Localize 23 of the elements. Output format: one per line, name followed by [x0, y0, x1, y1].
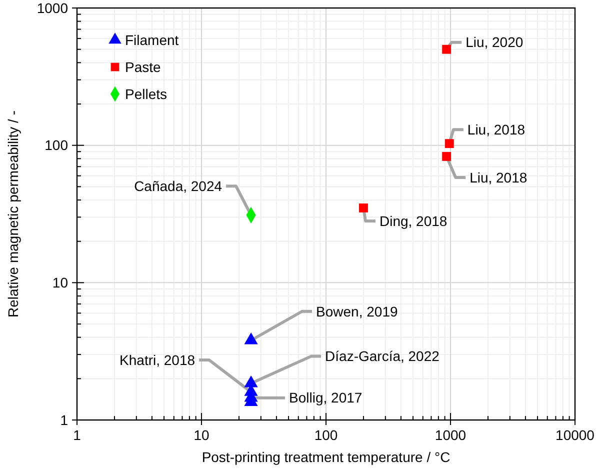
x-tick-label: 10000 — [556, 427, 595, 443]
annotation: Cañada, 2024 — [134, 178, 222, 194]
annotation: Ding, 2018 — [379, 212, 448, 229]
annotation: Liu, 2018 — [470, 169, 528, 186]
annotation: Liu, 2020 — [466, 34, 524, 50]
annotation: Bowen, 2019 — [316, 303, 398, 320]
x-axis-title: Post-printing treatment temperature / °C — [202, 449, 450, 465]
y-tick-label: 10 — [52, 274, 68, 291]
x-tick-label: 10 — [194, 427, 210, 443]
y-axis-title: Relative magnetic permeability / - — [5, 110, 21, 318]
x-tick-label: 1000 — [434, 427, 466, 443]
y-tick-label: 1000 — [36, 0, 68, 16]
legend-label: Filament — [125, 32, 179, 48]
x-tick-label: 1 — [73, 427, 82, 443]
legend-label: Paste — [125, 58, 162, 75]
y-tick-label: 1 — [60, 412, 68, 428]
annotation: Khatri, 2018 — [120, 352, 196, 368]
annotation: Liu, 2018 — [467, 121, 526, 138]
x-tick-label: 100 — [314, 427, 338, 443]
annotation: Díaz-García, 2022 — [325, 348, 440, 364]
legend-label: Pellets — [125, 86, 168, 102]
annotation: Bollig, 2017 — [289, 390, 362, 406]
y-tick-label: 100 — [44, 137, 68, 154]
